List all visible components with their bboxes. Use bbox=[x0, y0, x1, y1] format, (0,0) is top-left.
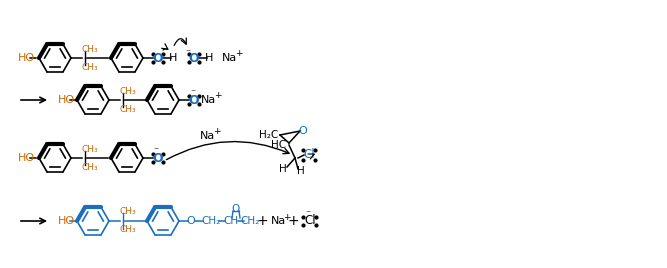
Text: ⁻: ⁻ bbox=[153, 146, 159, 156]
Text: O: O bbox=[189, 94, 199, 106]
Text: Cl: Cl bbox=[303, 148, 315, 162]
Text: CH₃: CH₃ bbox=[82, 162, 99, 172]
Text: Na: Na bbox=[201, 95, 216, 105]
Text: +: + bbox=[235, 50, 243, 58]
Text: H: H bbox=[279, 164, 287, 174]
Text: CH₂: CH₂ bbox=[201, 216, 221, 226]
Text: Na: Na bbox=[222, 53, 237, 63]
Text: +: + bbox=[283, 213, 291, 221]
Text: H: H bbox=[205, 53, 213, 63]
Text: CH₃: CH₃ bbox=[120, 225, 137, 234]
Text: O: O bbox=[153, 51, 163, 65]
Text: CH₂: CH₂ bbox=[240, 216, 259, 226]
Text: CH₃: CH₃ bbox=[120, 87, 137, 95]
Text: O: O bbox=[189, 51, 199, 65]
Text: +: + bbox=[214, 91, 221, 100]
Text: ⁻: ⁻ bbox=[305, 209, 311, 219]
Text: +: + bbox=[213, 128, 221, 136]
Text: HO: HO bbox=[58, 95, 75, 105]
Text: HC: HC bbox=[271, 140, 287, 150]
Text: Na: Na bbox=[200, 131, 215, 141]
Text: H₂C: H₂C bbox=[259, 130, 279, 140]
Text: O: O bbox=[232, 204, 240, 214]
Text: ⁻: ⁻ bbox=[185, 48, 191, 58]
Text: CH₃: CH₃ bbox=[82, 62, 99, 72]
Text: HO: HO bbox=[18, 153, 35, 163]
Text: CH₃: CH₃ bbox=[120, 207, 137, 217]
Text: Cl: Cl bbox=[304, 214, 315, 228]
Text: ⁻: ⁻ bbox=[191, 88, 195, 98]
Text: O: O bbox=[187, 216, 195, 226]
Text: CH: CH bbox=[223, 216, 239, 226]
Text: CH₃: CH₃ bbox=[120, 105, 137, 114]
Text: CH₃: CH₃ bbox=[82, 144, 99, 154]
Text: H: H bbox=[169, 53, 177, 63]
Text: CH₃: CH₃ bbox=[82, 44, 99, 54]
Text: HO: HO bbox=[18, 53, 35, 63]
Text: HO: HO bbox=[58, 216, 75, 226]
Text: +: + bbox=[256, 214, 268, 228]
Text: O: O bbox=[299, 126, 307, 136]
Text: O: O bbox=[153, 151, 163, 165]
Text: H: H bbox=[297, 166, 305, 176]
Text: Na: Na bbox=[271, 216, 286, 226]
Text: +: + bbox=[287, 214, 299, 228]
